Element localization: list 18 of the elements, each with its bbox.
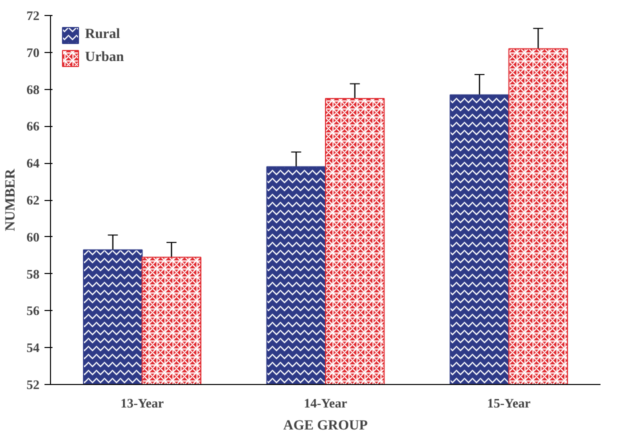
y-tick-label: 52 (26, 377, 40, 392)
y-tick-label: 70 (26, 44, 40, 60)
y-axis-title: NUMBER (4, 168, 18, 232)
y-tick-label: 56 (26, 303, 40, 318)
y-tick-label: 60 (26, 229, 40, 244)
legend-label: Urban (85, 50, 124, 66)
x-tick-label: 15-Year (487, 396, 531, 410)
y-tick-label: 62 (26, 192, 40, 208)
legend-label: Rural (85, 27, 120, 43)
y-tick-label: 66 (26, 118, 40, 134)
x-axis-title: AGE GROUP (283, 418, 368, 434)
x-tick-label: 13-Year (120, 396, 164, 410)
y-tick-label: 72 (26, 8, 40, 23)
y-tick-label: 64 (26, 156, 40, 171)
y-tick-label: 58 (26, 266, 40, 282)
y-tick-label: 54 (26, 340, 40, 356)
y-tick-label: 68 (26, 82, 40, 97)
x-tick-label: 14-Year (304, 396, 348, 410)
